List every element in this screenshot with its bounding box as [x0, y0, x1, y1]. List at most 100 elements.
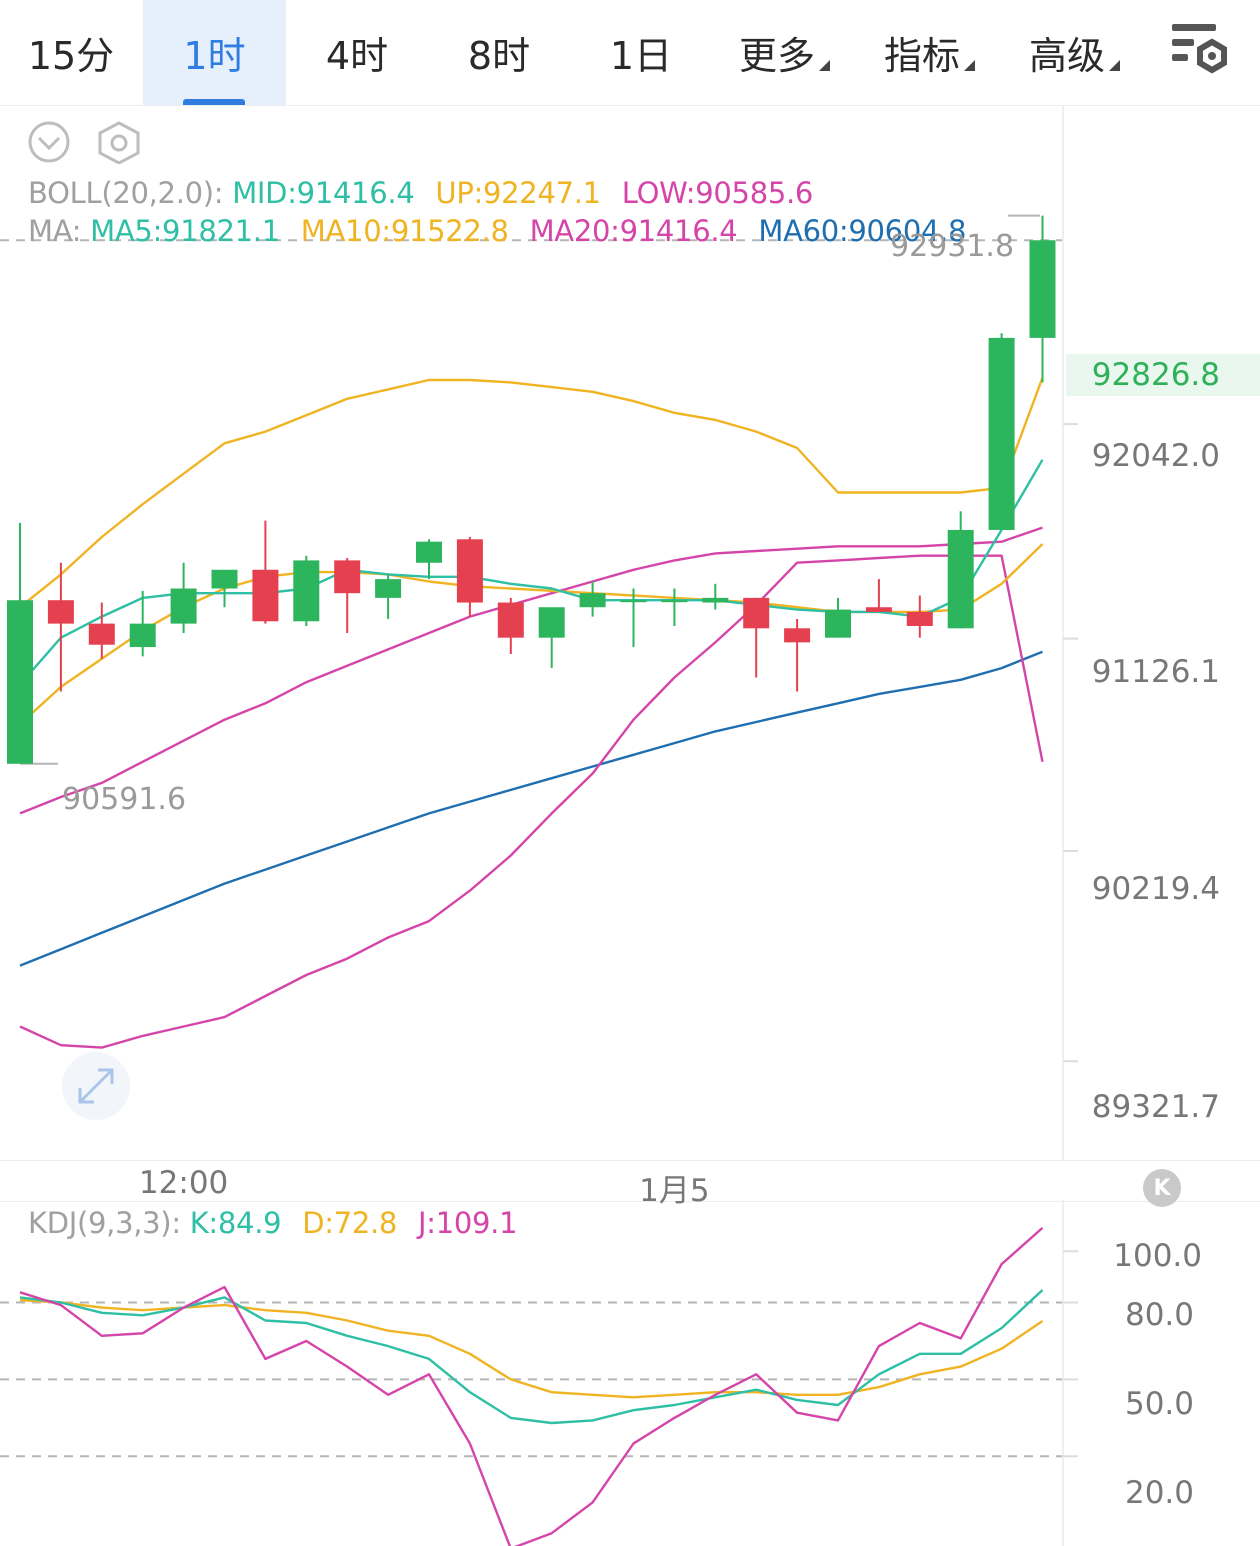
candle [416, 539, 442, 580]
candle [211, 569, 238, 608]
tab-label: 8时 [467, 34, 531, 78]
candle-body [47, 600, 74, 624]
tab-label: 4时 [325, 34, 389, 78]
collapse-chevron-icon[interactable] [27, 120, 71, 168]
tab-label: 高级 [1028, 34, 1105, 78]
tab-1day[interactable]: 1日 [571, 0, 711, 105]
candle [579, 581, 606, 617]
candle-body [906, 611, 933, 626]
kdj-d-line [19, 1298, 1044, 1399]
ma10-line [19, 543, 1044, 726]
candle-body [743, 597, 770, 629]
kdj-k-value: K:84.9 [189, 1206, 282, 1240]
boll-mid-line [19, 526, 1043, 815]
candle [702, 583, 729, 610]
price-axis-label: 91126.1 [1091, 654, 1220, 690]
price-chart[interactable]: BOLL(20,2.0): MID:91416.4 UP:92247.1 LOW… [0, 106, 1260, 1160]
time-axis-label: 12:00 [138, 1165, 229, 1201]
candlestick-plot [0, 106, 1078, 1160]
candle-body [375, 579, 402, 598]
candle [293, 555, 320, 626]
tab-indicators[interactable]: 指标 [857, 0, 1002, 105]
kdj-axis-label: 100.0 [1113, 1238, 1202, 1274]
kdj-k-line [19, 1289, 1044, 1425]
candle-body [1029, 240, 1056, 338]
time-axis-label: 1月5 [639, 1173, 710, 1209]
candle-body [88, 623, 115, 645]
dropdown-caret-icon [964, 60, 975, 71]
candle [7, 522, 33, 764]
tab-15min[interactable]: 15分 [0, 0, 142, 105]
kdj-chart[interactable]: KDJ(9,3,3): K:84.9 D:72.8 J:109.1 100.0 … [0, 1200, 1260, 1546]
low-price-label: 90591.6 [62, 782, 187, 817]
candle [170, 562, 197, 633]
chart-settings-icon[interactable] [1160, 18, 1230, 84]
candle-body [988, 337, 1015, 530]
expand-arrows-icon[interactable] [60, 1050, 132, 1126]
kdj-legend: KDJ(9,3,3): K:84.9 D:72.8 J:109.1 [28, 1206, 529, 1240]
candle [252, 520, 279, 624]
kdj-axis-label: 50.0 [1124, 1386, 1194, 1422]
candle-body [538, 607, 565, 638]
time-axis: 12:00 1月5 [0, 1160, 1260, 1209]
candle-body [497, 602, 524, 638]
candle-body [702, 597, 729, 603]
kdj-j-line [19, 1227, 1044, 1546]
candle-body [579, 593, 606, 608]
candle [538, 607, 565, 669]
candle [375, 574, 402, 619]
candle [947, 511, 974, 629]
kdj-plot [0, 1200, 1078, 1546]
candle [865, 579, 892, 612]
candle [906, 595, 933, 638]
ma10-value: MA10:91522.8 [300, 214, 509, 248]
tab-1hour[interactable]: 1时 [143, 0, 286, 105]
candle-body [620, 600, 647, 603]
candle-body [416, 541, 442, 563]
candle [620, 588, 647, 648]
dropdown-caret-icon [1109, 60, 1120, 71]
kdj-d-value: D:72.8 [302, 1206, 398, 1240]
candle [784, 618, 811, 692]
candle [129, 590, 156, 657]
tab-label: 15分 [27, 34, 115, 78]
candle-body [784, 628, 811, 643]
tab-label: 更多 [738, 34, 815, 78]
kdj-axis-label: 80.0 [1124, 1297, 1194, 1333]
boll-legend: BOLL(20,2.0): MID:91416.4 UP:92247.1 LOW… [28, 176, 825, 210]
ma60-value: MA60:90604.8 [758, 214, 967, 248]
hexagon-settings-icon[interactable] [96, 120, 142, 168]
candle-body [170, 588, 197, 624]
candle-body [947, 529, 974, 629]
tab-more[interactable]: 更多 [712, 0, 857, 105]
candle-body [825, 609, 851, 638]
candle-body [7, 600, 33, 764]
boll-low-line [19, 554, 1044, 1049]
timeframe-tabbar: 15分 1时 4时 8时 1日 更多 指标 高级 [0, 0, 1260, 106]
price-axis-label: 89321.7 [1091, 1089, 1220, 1125]
candle [825, 597, 851, 638]
boll-up-line [19, 377, 1044, 609]
tab-8hour[interactable]: 8时 [429, 0, 569, 105]
candle [88, 602, 115, 659]
candle [743, 597, 770, 678]
high-price-label: 92931.8 [890, 229, 1015, 264]
boll-up-value: UP:92247.1 [435, 176, 601, 210]
boll-low-value: LOW:90585.6 [621, 176, 814, 210]
candle-body [865, 607, 892, 612]
candle [661, 588, 688, 626]
boll-mid-value: MID:91416.4 [232, 176, 415, 210]
candle [497, 597, 524, 655]
tab-advanced[interactable]: 高级 [1002, 0, 1147, 105]
candle [334, 558, 361, 633]
k-badge-button[interactable]: K [1143, 1169, 1181, 1207]
dropdown-caret-icon [819, 60, 830, 71]
candle-body [129, 623, 156, 648]
tab-4hour[interactable]: 4时 [287, 0, 427, 105]
ma60-line [19, 650, 1043, 967]
candle-body [456, 539, 483, 603]
boll-legend-label: BOLL(20,2.0): [28, 176, 224, 210]
price-axis-label: 92042.0 [1091, 438, 1220, 474]
candle-body [334, 560, 361, 594]
candle [456, 536, 483, 617]
